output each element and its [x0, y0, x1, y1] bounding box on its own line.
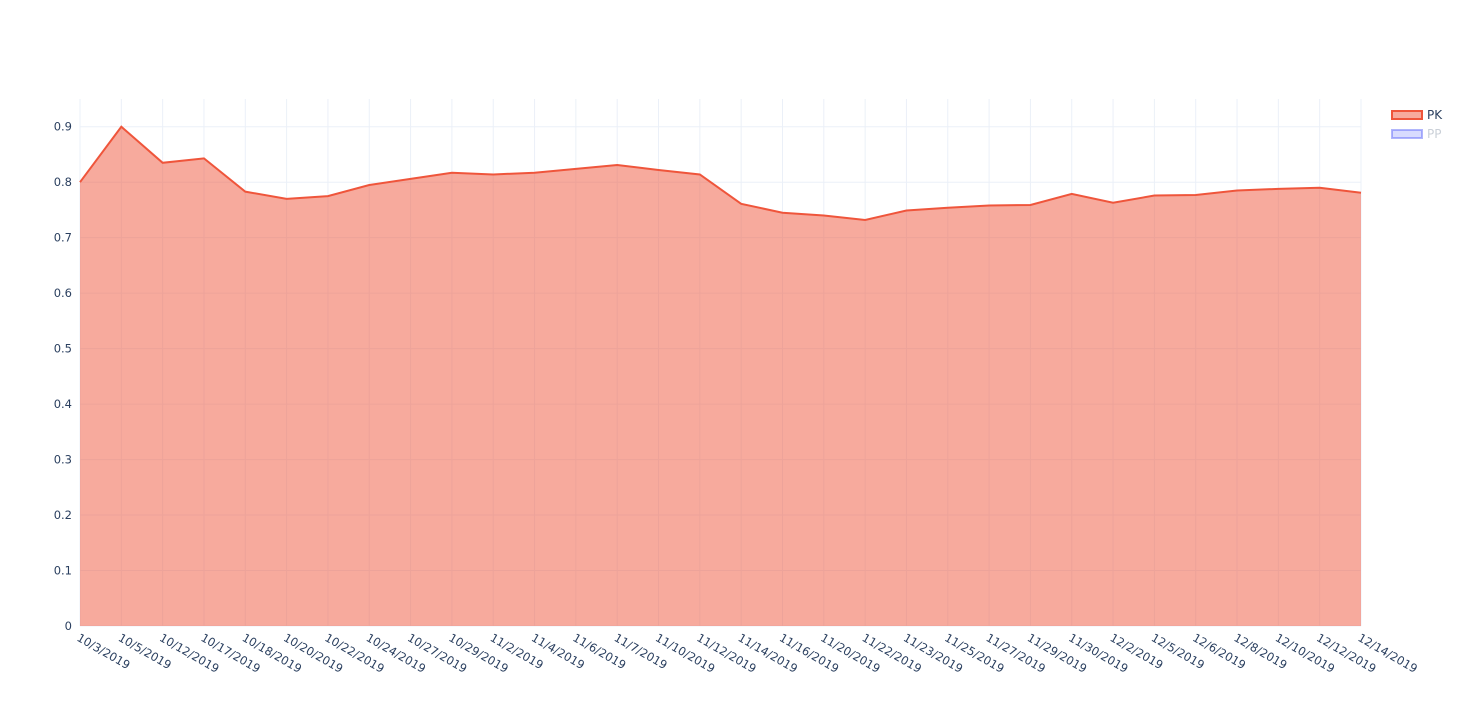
y-tick-label: 0.5: [54, 342, 72, 356]
y-tick-label: 0.4: [54, 397, 72, 411]
y-tick-label: 0.2: [54, 508, 72, 522]
y-tick-label: 0.6: [54, 286, 72, 300]
legend-swatch: [1391, 129, 1423, 139]
area-line: [79, 125, 1362, 221]
y-tick-label: 0.1: [54, 564, 72, 578]
legend-label[interactable]: PK: [1427, 108, 1443, 122]
area-fill: [80, 126, 1361, 626]
y-tick-label: 0: [65, 619, 72, 633]
y-tick-label: 0.8: [54, 175, 72, 189]
y-tick-label: 0.3: [54, 453, 72, 467]
y-tick-label: 0.9: [54, 120, 72, 134]
y-tick-label: 0.7: [54, 231, 72, 245]
legend-swatch: [1391, 110, 1423, 120]
legend-label[interactable]: PP: [1427, 127, 1441, 141]
